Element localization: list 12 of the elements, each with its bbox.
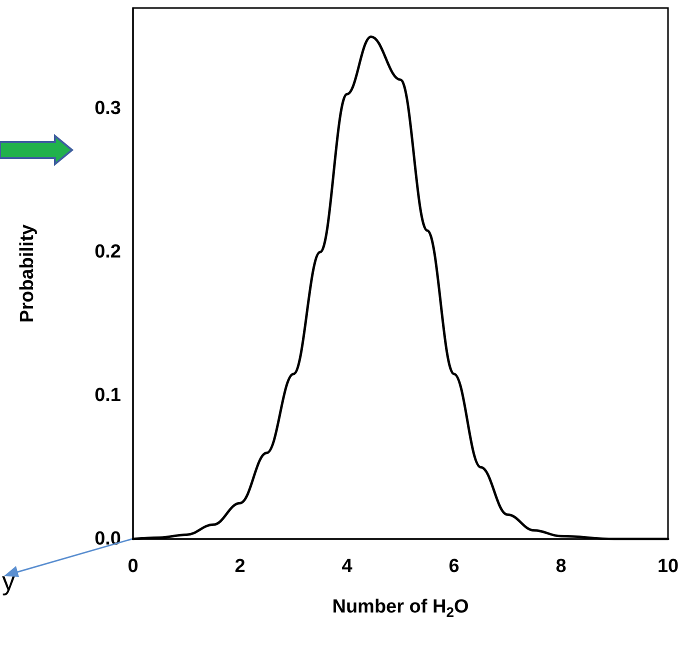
y-tick-label: 0.2: [94, 241, 121, 262]
y-tick-label: 0.3: [94, 98, 121, 119]
x-tick-label: 6: [448, 556, 460, 577]
x-tick-label: 10: [657, 556, 679, 577]
y-tick-label: 0.1: [94, 384, 122, 406]
y-tick-label: 0.0: [94, 528, 121, 550]
y-axis-title: Probability: [17, 224, 38, 323]
x-tick-label: 8: [556, 556, 566, 577]
x-tick-label: 2: [234, 556, 246, 577]
x-tick-label: 4: [342, 556, 353, 577]
x-tick-label: 0: [128, 556, 138, 577]
text: y: [2, 566, 15, 596]
